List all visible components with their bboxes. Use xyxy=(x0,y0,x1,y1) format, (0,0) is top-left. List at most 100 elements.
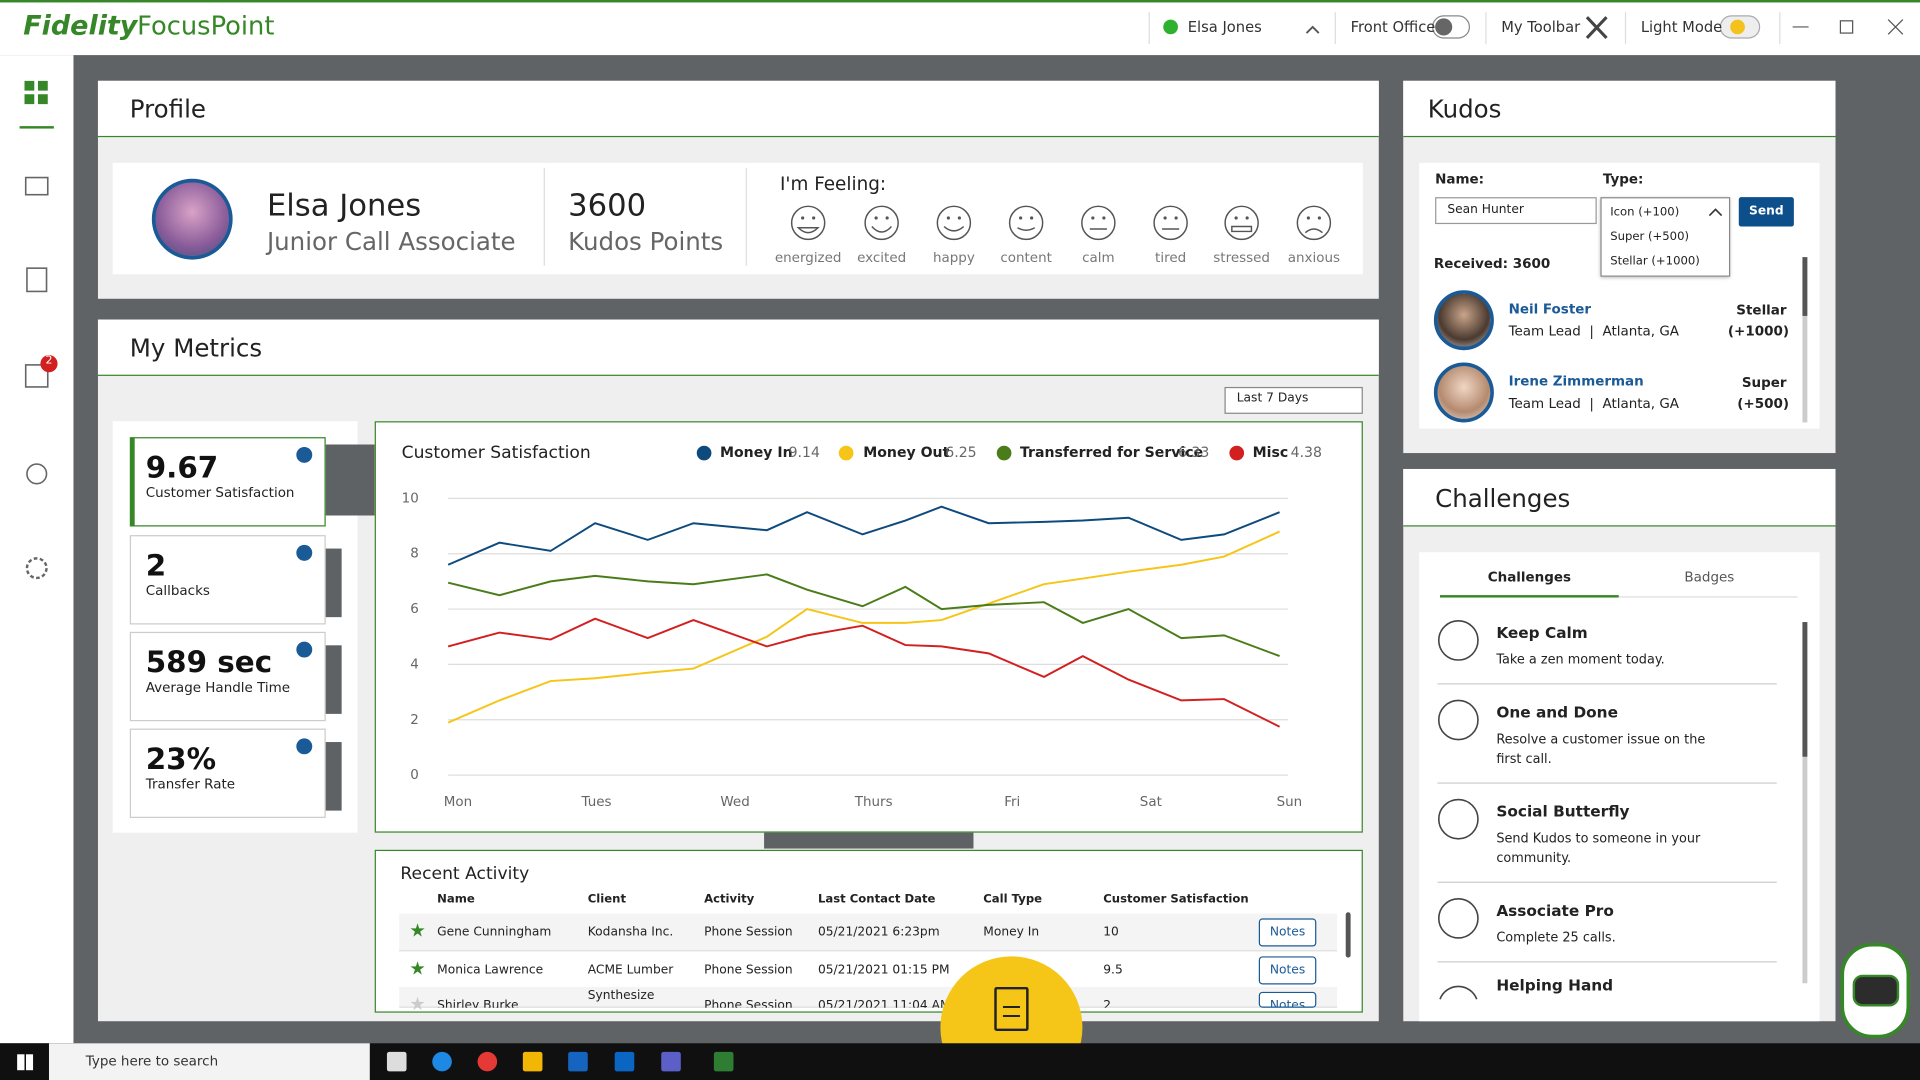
start-button[interactable] xyxy=(17,1054,34,1071)
metric-card[interactable] xyxy=(129,437,326,527)
column-header: Customer Satisfaction xyxy=(1103,892,1249,907)
user-name[interactable]: Elsa Jones xyxy=(1187,18,1262,36)
kudos-points-label: Kudos Points xyxy=(568,226,724,256)
notes-button[interactable]: Notes xyxy=(1258,991,1317,1008)
metric-card[interactable] xyxy=(129,728,326,818)
notes-button[interactable]: Notes xyxy=(1258,918,1317,947)
column-header: Last Contact Date xyxy=(817,892,936,907)
face-eye xyxy=(1102,216,1106,220)
y-tick-label: 0 xyxy=(410,768,419,783)
feeling-face xyxy=(1153,205,1188,241)
feeling-label[interactable]: happy xyxy=(932,249,975,266)
kudos-sender[interactable]: Irene Zimmerman xyxy=(1508,373,1644,390)
range-dropdown[interactable] xyxy=(1224,386,1363,414)
taskbar-app[interactable] xyxy=(522,1051,543,1072)
metric-tab[interactable] xyxy=(325,444,375,516)
activity-cell: Phone Session xyxy=(704,999,793,1013)
tab[interactable]: Challenges xyxy=(1487,569,1572,586)
feeling-label[interactable]: anxious xyxy=(1287,249,1341,266)
face-mouth xyxy=(1231,225,1253,233)
light-mode-label[interactable]: Light Mode xyxy=(1640,18,1723,36)
doc-icon xyxy=(26,267,48,293)
feeling-label[interactable]: tired xyxy=(1155,249,1187,266)
feeling-label[interactable]: energized xyxy=(774,249,842,266)
send-button[interactable] xyxy=(1738,197,1794,227)
chatbot-icon[interactable] xyxy=(1852,974,1900,1007)
challenge-title: Helping Hand xyxy=(1496,975,1614,995)
header-bar xyxy=(0,0,1920,56)
type-dropdown[interactable] xyxy=(1600,197,1731,277)
challenge-divider xyxy=(1437,683,1777,685)
activity-cell: Gene Cunningham xyxy=(437,925,552,940)
tab[interactable]: Badges xyxy=(1684,569,1735,586)
taskbar-app[interactable] xyxy=(386,1051,407,1072)
type-option[interactable]: Icon (+100) xyxy=(1610,205,1680,220)
expand-tab[interactable] xyxy=(764,832,974,849)
header-divider xyxy=(1148,12,1150,45)
feeling-label: I'm Feeling: xyxy=(780,172,887,195)
sun-icon xyxy=(1730,19,1745,35)
search-box[interactable] xyxy=(48,1043,370,1080)
feeling-label[interactable]: calm xyxy=(1082,249,1115,266)
metric-value: 589 sec xyxy=(145,645,273,680)
challenges-card-head xyxy=(1403,468,1836,527)
metrics-card-head xyxy=(97,319,1379,376)
kudos-scroll-thumb xyxy=(1802,257,1808,316)
kudos-points: 3600 xyxy=(568,187,647,223)
type-option[interactable]: Stellar (+1000) xyxy=(1610,254,1700,269)
taskbar-app[interactable] xyxy=(614,1051,635,1072)
metric-tab[interactable] xyxy=(325,742,342,811)
tools-icon xyxy=(1585,16,1608,40)
challenge-divider xyxy=(1437,782,1777,784)
challenge-desc: Complete 25 calls. xyxy=(1496,930,1616,946)
type-option[interactable]: Super (+500) xyxy=(1610,230,1690,244)
profile-role: Junior Call Associate xyxy=(266,226,516,256)
column-header: Activity xyxy=(704,892,755,907)
send-label[interactable]: Send xyxy=(1749,204,1784,218)
received-label: Received: 3600 xyxy=(1433,255,1551,272)
challenge-icon xyxy=(1437,897,1479,939)
activity-cell: Kodansha Inc. xyxy=(587,925,674,940)
kudos-sender-info: Team Lead | Atlanta, GA xyxy=(1508,323,1680,340)
notes-label[interactable]: Notes xyxy=(1269,999,1306,1008)
feeling-face xyxy=(1081,205,1116,241)
divider xyxy=(543,167,545,266)
metric-label: Average Handle Time xyxy=(145,679,291,696)
feeling-label[interactable]: stressed xyxy=(1213,249,1270,266)
notes-label[interactable]: Notes xyxy=(1269,963,1306,978)
feeling-label[interactable]: content xyxy=(1000,249,1052,266)
activity-row xyxy=(399,986,1338,1008)
header-icons xyxy=(1305,15,1904,40)
name-input[interactable] xyxy=(1435,197,1597,225)
metric-tab[interactable] xyxy=(325,548,342,618)
chart-panel xyxy=(374,421,1363,833)
kudos-sender[interactable]: Neil Foster xyxy=(1508,301,1592,318)
taskbar-app[interactable] xyxy=(432,1051,452,1072)
metric-tab[interactable] xyxy=(325,645,342,714)
badge-icon xyxy=(24,364,49,388)
front-office-label[interactable]: Front Office xyxy=(1350,18,1436,36)
search-placeholder[interactable]: Type here to search xyxy=(85,1053,219,1069)
toolbar-label[interactable]: My Toolbar xyxy=(1501,18,1581,36)
notes-label[interactable]: Notes xyxy=(1269,925,1306,940)
name-input-value[interactable]: Sean Hunter xyxy=(1447,203,1524,217)
column-header: Call Type xyxy=(983,892,1043,907)
notes-button[interactable]: Notes xyxy=(1258,956,1317,985)
taskbar-app[interactable] xyxy=(713,1051,734,1072)
taskbar-app[interactable] xyxy=(661,1051,681,1072)
notes-fab-icon[interactable] xyxy=(994,986,1029,1032)
id-icon xyxy=(24,176,49,196)
challenge-desc: Take a zen moment today. xyxy=(1496,652,1665,668)
taskbar-app[interactable] xyxy=(477,1051,498,1072)
kudos-scrollbar xyxy=(1802,257,1808,423)
feeling-label[interactable]: excited xyxy=(857,249,907,266)
series-line xyxy=(447,505,1280,566)
tab-rule xyxy=(1618,596,1798,598)
metric-card[interactable] xyxy=(129,535,326,625)
activity-cell: Shirley Burke xyxy=(437,999,519,1013)
profile-card-head xyxy=(97,80,1379,138)
taskbar-app[interactable] xyxy=(568,1051,588,1072)
metric-card[interactable] xyxy=(129,631,326,722)
range-label[interactable]: Last 7 Days xyxy=(1236,391,1309,406)
